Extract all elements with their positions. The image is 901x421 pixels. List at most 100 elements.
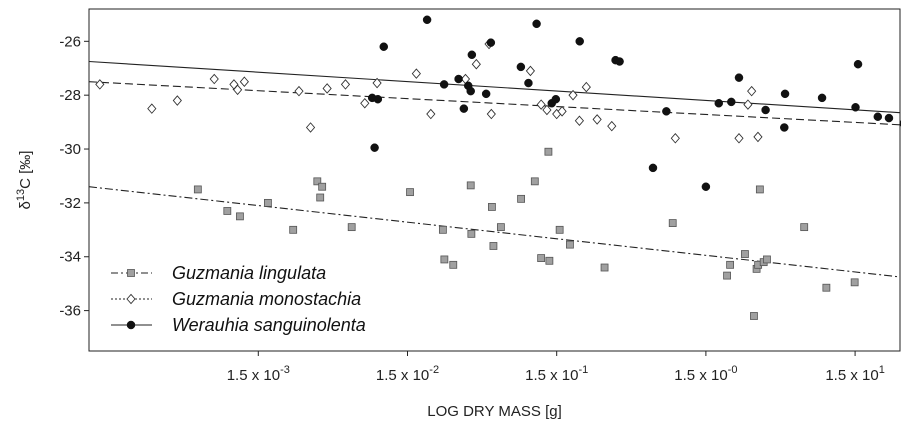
data-point-s2-12	[360, 97, 370, 109]
x-tick-label: 1.5 x 10-1	[525, 364, 588, 384]
data-point-s1-24	[555, 225, 564, 234]
x-tick-label: 1.5 x 10-0	[674, 364, 737, 384]
x-tick-label: 1.5 x 10-2	[376, 364, 439, 384]
data-point-s2-8	[294, 85, 304, 97]
data-point-s1-31	[750, 312, 758, 320]
data-point-s3-10	[466, 86, 475, 96]
data-point-s2-4	[209, 73, 219, 85]
data-point-s3-30	[780, 89, 790, 99]
data-point-s2-11	[340, 79, 351, 90]
data-point-s1-21	[537, 254, 546, 262]
data-point-s1-4	[264, 198, 272, 207]
legend-label-3: Werauhia sanguinolenta	[172, 315, 366, 335]
data-point-s3-13	[486, 38, 496, 47]
x-tick-label: 1.5 x 101	[825, 364, 885, 384]
data-point-s1-22	[544, 147, 553, 156]
data-point-s2-15	[426, 108, 436, 120]
legend: Guzmania lingulata Guzmania monostachia We…	[111, 263, 366, 335]
data-point-s2-2	[147, 103, 157, 114]
data-point-s1-29	[726, 260, 735, 269]
data-point-s1-25	[566, 240, 574, 249]
data-point-s2-6	[233, 84, 243, 96]
data-point-s2-32	[743, 99, 753, 110]
data-point-s1-10	[406, 188, 414, 197]
data-point-s1-6	[313, 177, 322, 186]
data-point-s3-29	[780, 123, 789, 132]
data-point-s2-26	[574, 115, 585, 127]
data-point-s3-34	[873, 112, 883, 121]
data-point-s2-13	[372, 77, 382, 89]
data-point-s1-15	[467, 229, 476, 238]
data-point-s2-30	[670, 132, 680, 144]
y-tick-label: -26	[59, 33, 81, 50]
data-point-s1-9	[347, 223, 356, 232]
data-point-s2-9	[305, 122, 316, 133]
data-point-s3-32	[851, 103, 860, 112]
data-point-s1-39	[850, 278, 859, 287]
data-point-s1-38	[822, 283, 831, 292]
data-point-s2-1	[95, 79, 105, 90]
data-point-s2-21	[536, 99, 546, 110]
legend-marker-2	[126, 293, 136, 305]
data-point-s1-26	[600, 263, 609, 272]
data-point-s1-34	[755, 185, 764, 194]
data-point-s1-12	[440, 255, 449, 264]
fit-line-3	[88, 60, 901, 114]
axis-ticks: -36 -34 -32 -30 -28 -26 1.5 x 10-3 1.5 x 10-2 1.…	[59, 33, 885, 384]
data-point-s2-28	[592, 114, 602, 125]
data-point-s1-3	[236, 212, 244, 221]
data-point-s1-18	[496, 223, 505, 232]
data-point-s2-29	[607, 120, 617, 132]
data-point-s2-17	[471, 58, 481, 70]
data-point-s2-19	[486, 108, 496, 120]
data-point-s2-14	[411, 68, 421, 79]
data-point-s3-28	[761, 105, 770, 115]
data-point-s3-24	[701, 182, 711, 191]
legend-marker-1	[127, 269, 135, 277]
y-tick-label: -36	[59, 303, 81, 320]
data-point-s1-17	[489, 242, 498, 250]
data-point-s3-19	[575, 37, 584, 46]
data-point-s1-20	[530, 177, 539, 186]
data-point-s3-14	[516, 62, 526, 72]
data-point-s1-11	[438, 225, 447, 234]
data-point-s3-27	[734, 73, 744, 82]
data-point-s1-27	[668, 219, 677, 227]
data-point-s2-25	[568, 89, 578, 101]
regression-lines	[88, 60, 901, 278]
data-point-s2-31	[734, 132, 744, 144]
y-tick-label: -28	[59, 87, 81, 104]
data-point-s1-8	[318, 182, 327, 191]
data-point-s3-5	[422, 15, 432, 25]
data-point-s1-30	[741, 250, 749, 258]
legend-label-1: Guzmania lingulata	[172, 263, 326, 283]
data-point-s2-27	[581, 81, 591, 93]
data-point-s3-26	[727, 97, 736, 107]
data-point-s3-2	[370, 143, 379, 152]
data-point-s2-34	[753, 131, 763, 143]
data-point-s1-16	[488, 203, 496, 211]
data-point-s2-33	[747, 85, 757, 97]
data-point-s2-3	[172, 95, 182, 106]
data-point-s3-35	[884, 113, 894, 123]
y-axis-title: δ13C [‰]	[15, 151, 34, 210]
y-tick-label: -30	[59, 141, 81, 158]
data-point-s1-28	[723, 271, 731, 280]
data-point-s3-31	[817, 93, 827, 103]
legend-label-2: Guzmania monostachia	[172, 289, 361, 309]
data-point-s1-37	[800, 223, 809, 232]
data-point-s3-7	[454, 74, 463, 84]
data-point-s1-2	[223, 207, 232, 215]
data-point-s1-1	[193, 185, 202, 194]
data-point-s3-18	[551, 94, 561, 104]
data-point-s2-10	[322, 83, 332, 94]
data-point-s2-24	[557, 106, 567, 117]
data-point-s3-12	[481, 89, 491, 99]
x-tick-label: 1.5 x 10-3	[227, 364, 290, 384]
data-point-s1-14	[466, 181, 475, 190]
x-axis-title: LOG DRY MASS [g]	[427, 403, 562, 420]
data-point-s3-11	[467, 50, 477, 60]
data-point-s3-3	[373, 94, 383, 104]
data-point-s3-8	[459, 104, 469, 113]
